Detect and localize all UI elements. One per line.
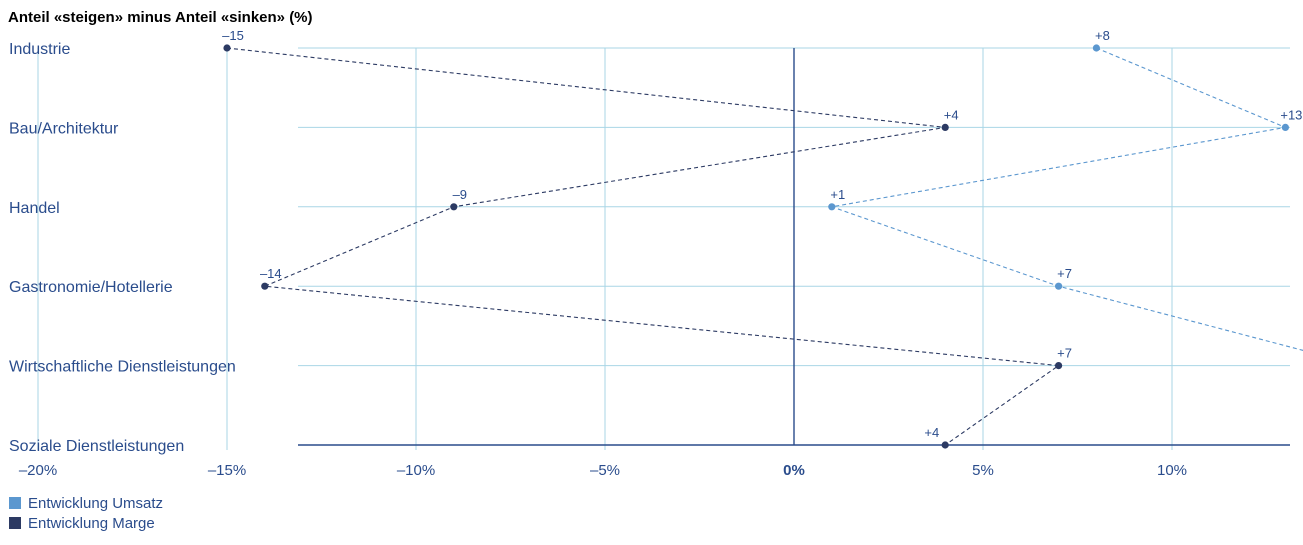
legend-label: Entwicklung Marge (28, 515, 155, 532)
category-label: Soziale Dienstleistungen (9, 438, 184, 455)
data-label: +1 (830, 187, 845, 202)
legend: Entwicklung Umsatz Entwicklung Marge (9, 495, 163, 532)
data-label: +4 (944, 107, 959, 122)
data-point (1055, 362, 1063, 370)
series-line-0 (829, 47, 1303, 351)
data-point (261, 282, 269, 290)
data-label: +4 (924, 425, 939, 440)
chart-title: Anteil «steigen» minus Anteil «sinken» (… (8, 9, 313, 26)
data-point (1281, 123, 1289, 131)
legend-swatch (9, 497, 21, 509)
data-point (1055, 282, 1063, 290)
x-tick-label: 10% (1157, 462, 1187, 479)
x-tick-label: –5% (590, 462, 620, 479)
data-point (223, 44, 231, 52)
data-point (941, 123, 949, 131)
data-label: +8 (1095, 28, 1110, 43)
category-label: Industrie (9, 41, 70, 58)
x-tick-label: 0% (783, 462, 805, 479)
data-point (1092, 44, 1100, 52)
x-tick-label: –15% (208, 462, 246, 479)
category-label: Wirtschaftliche Dienstleistungen (9, 359, 236, 376)
grid (37, 47, 1290, 450)
x-tick-label: 5% (972, 462, 994, 479)
category-label: Handel (9, 200, 60, 217)
x-tick-label: –10% (397, 462, 435, 479)
data-label: –15 (222, 28, 244, 43)
data-point (828, 203, 836, 211)
x-axis: –25%–20%–15%–10%–5%0%5%10%15%20%25% (19, 444, 1290, 479)
category-label: Gastronomie/Hotellerie (9, 279, 173, 296)
data-label: +13 (1280, 107, 1302, 122)
series-line-1 (226, 47, 1061, 446)
category-labels: Industrie Bau/Architektur Handel Gastronomi… (9, 41, 236, 455)
x-tick-label: –20% (19, 462, 57, 479)
data-label: +7 (1057, 346, 1072, 361)
data-label: +7 (1057, 266, 1072, 281)
legend-swatch (9, 517, 21, 529)
legend-label: Entwicklung Umsatz (28, 495, 163, 512)
data-point (941, 441, 949, 449)
data-label: –9 (453, 187, 467, 202)
category-label: Bau/Architektur (9, 120, 119, 137)
data-label: –14 (260, 266, 282, 281)
series-layer: +8+13+1+7+15+18–15+4–9–14+7+4 (222, 28, 1303, 449)
data-point (450, 203, 458, 211)
